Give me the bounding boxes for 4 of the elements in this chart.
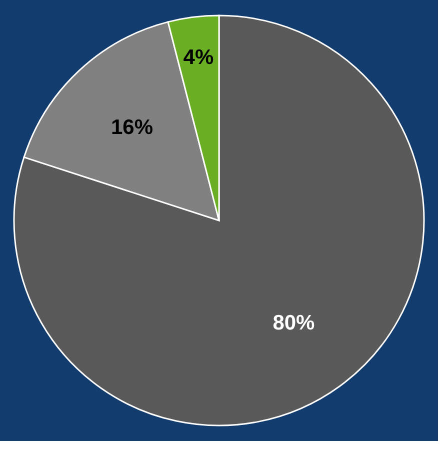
data-label: 80% (272, 311, 316, 334)
pie-slice (14, 14, 425, 426)
data-label: 16% (110, 116, 154, 139)
data-label: 4% (183, 46, 214, 69)
